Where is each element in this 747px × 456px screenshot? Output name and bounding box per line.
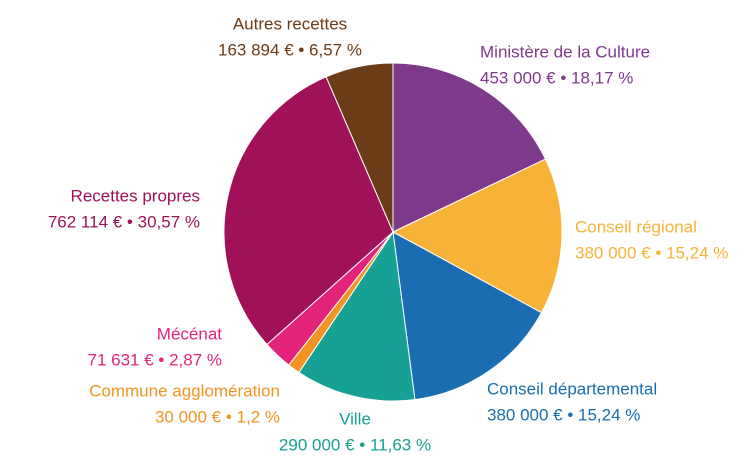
- slice-value-label: 163 894 € • 6,57 %: [218, 40, 362, 59]
- pie-slice: [298, 230, 416, 402]
- pie-slice: [392, 62, 547, 233]
- slice-value-label: 290 000 € • 11,63 %: [279, 435, 431, 454]
- pie-slice: [325, 62, 394, 233]
- slice-label: Autres recettes: [233, 14, 347, 33]
- slice-label: Conseil régional: [575, 217, 697, 236]
- slice-label: Conseil départemental: [487, 379, 657, 398]
- slice-value-label: 30 000 € • 1,2 %: [155, 407, 280, 426]
- slice-value-label: 71 631 € • 2,87 %: [88, 350, 223, 369]
- pie-slice: [391, 158, 563, 314]
- slice-value-label: 453 000 € • 18,17 %: [480, 68, 633, 87]
- slice-label: Mécénat: [157, 324, 222, 343]
- slice-label: Ville: [339, 409, 371, 428]
- slice-label: Commune agglomération: [89, 381, 280, 400]
- pie-slice: [223, 76, 394, 346]
- pie-slice: [392, 231, 543, 401]
- slice-value-label: 762 114 € • 30,57 %: [48, 212, 200, 231]
- slice-label: Recettes propres: [71, 186, 200, 205]
- slice-value-label: 380 000 € • 15,24 %: [575, 243, 728, 262]
- slice-value-label: 380 000 € • 15,24 %: [487, 405, 640, 424]
- slice-label: Ministère de la Culture: [480, 42, 650, 61]
